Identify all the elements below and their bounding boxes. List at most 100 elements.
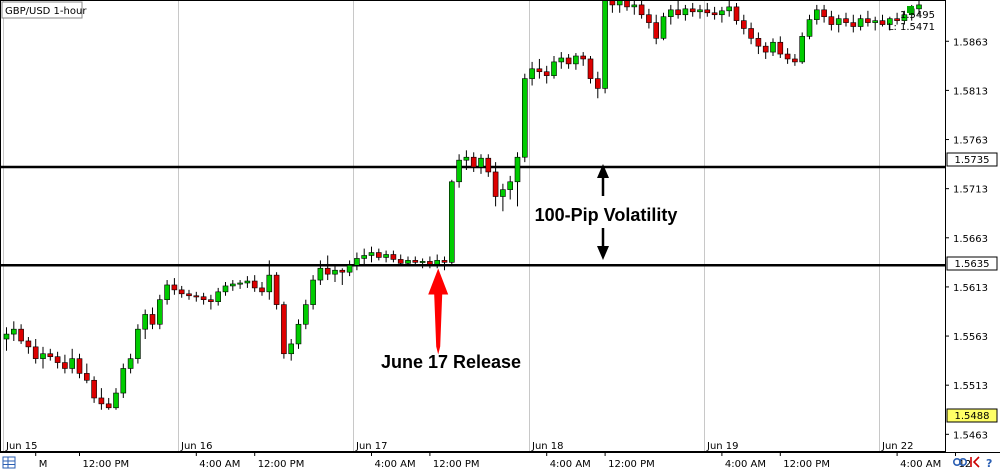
- candle-body-bull: [405, 260, 411, 264]
- candle-body-bear: [375, 252, 382, 258]
- candle: [894, 12, 900, 25]
- title-box: [1, 1, 83, 19]
- candle: [142, 309, 148, 339]
- candle: [434, 254, 441, 269]
- candle: [704, 2, 711, 17]
- chart-title: GBP/USD 1-hour: [5, 6, 87, 17]
- candle: [507, 175, 514, 200]
- candle: [98, 388, 105, 410]
- time-label: 4:00 AM: [550, 459, 591, 470]
- low-readout: L: 1.5471: [888, 22, 935, 33]
- candle-body-bull: [135, 328, 141, 359]
- candle: [792, 54, 798, 66]
- candle-body-bull: [726, 6, 733, 12]
- volatility-annotation: 100-Pip Volatility: [535, 205, 678, 225]
- candle-body-bear: [62, 362, 68, 369]
- candle: [244, 276, 251, 288]
- candle: [565, 54, 572, 69]
- candle-body-bear: [543, 71, 550, 76]
- candle: [259, 282, 265, 296]
- candle: [47, 348, 54, 361]
- candle-body-bear: [704, 9, 711, 14]
- candle-body-bull: [551, 61, 557, 76]
- candle-body-bull: [478, 157, 484, 168]
- candle-body-bull: [215, 291, 221, 302]
- candle-body-bear: [390, 254, 397, 260]
- candle: [689, 2, 696, 17]
- candle-body-bull: [660, 16, 667, 39]
- candle-body-bear: [587, 58, 594, 79]
- candle: [448, 179, 455, 265]
- candle-body-bull: [127, 358, 134, 369]
- candle: [660, 12, 667, 41]
- candle: [427, 256, 433, 269]
- candle-body-bear: [784, 53, 791, 60]
- candle-body-bear: [646, 14, 652, 23]
- scroll-back-icon[interactable]: [970, 456, 980, 468]
- link-icon[interactable]: [952, 457, 967, 466]
- candle-body-bear: [850, 22, 857, 27]
- candle-body-bull: [302, 304, 309, 325]
- candle: [215, 287, 221, 306]
- candle-body-bull: [448, 181, 455, 263]
- time-label: 4:00 AM: [199, 459, 240, 470]
- candle: [558, 52, 565, 69]
- price-tick-label: 1.5713: [953, 185, 988, 196]
- candle: [383, 250, 389, 263]
- candle-body-bull: [244, 280, 251, 284]
- level-price-box-lower: 1.5635: [946, 256, 998, 271]
- candle: [682, 4, 689, 21]
- time-label: 12:00 PM: [83, 459, 130, 470]
- candle-body-bear: [470, 156, 477, 168]
- candle: [755, 32, 762, 55]
- candle: [916, 0, 922, 15]
- candle-body-bull: [354, 258, 360, 266]
- candle-body-bear: [259, 287, 265, 293]
- grid-toggle-icon[interactable]: [2, 456, 16, 469]
- candle: [120, 363, 127, 398]
- candle-body-bull: [295, 323, 302, 345]
- candle: [317, 260, 324, 285]
- candle: [857, 14, 864, 31]
- candle-body-bull: [806, 19, 813, 37]
- candle: [813, 4, 820, 25]
- candle-body-bull: [222, 285, 229, 293]
- candle: [573, 53, 579, 70]
- candle-body-bear: [105, 403, 112, 409]
- candle-body-bear: [397, 259, 404, 264]
- date-label: Jun 19: [706, 441, 739, 452]
- release-arrow-icon: [428, 268, 449, 355]
- candle: [368, 246, 375, 263]
- candle: [886, 16, 893, 31]
- candle: [470, 152, 477, 172]
- candle: [375, 248, 382, 261]
- candle: [18, 324, 24, 344]
- candle-body-bull: [602, 0, 608, 89]
- candle-body-bull: [514, 156, 521, 183]
- candle: [551, 56, 557, 79]
- candle: [653, 14, 660, 45]
- help-icon[interactable]: ?: [986, 457, 992, 470]
- candle-body-bull: [346, 265, 353, 273]
- candle-body-bear: [324, 267, 331, 275]
- candle: [529, 61, 535, 86]
- candle-body-bear: [609, 0, 616, 6]
- candle-body-bull: [230, 283, 236, 287]
- candle-body-bear: [755, 38, 762, 47]
- candle-body-bear: [821, 9, 827, 18]
- date-label: Jun 15: [5, 441, 38, 452]
- candle: [354, 252, 360, 271]
- candle: [748, 22, 754, 45]
- candle: [62, 354, 68, 374]
- candle-body-bull: [799, 36, 806, 63]
- candle: [127, 353, 134, 374]
- candle-body-bull: [3, 333, 10, 340]
- candle-body-bull: [237, 282, 243, 285]
- candle-body-bear: [777, 41, 784, 55]
- candle-body-bear: [76, 358, 83, 374]
- candle: [777, 36, 784, 58]
- candle: [208, 294, 214, 310]
- candle: [799, 32, 806, 64]
- level-price-box-upper: 1.5735: [946, 152, 998, 167]
- candle: [646, 8, 652, 29]
